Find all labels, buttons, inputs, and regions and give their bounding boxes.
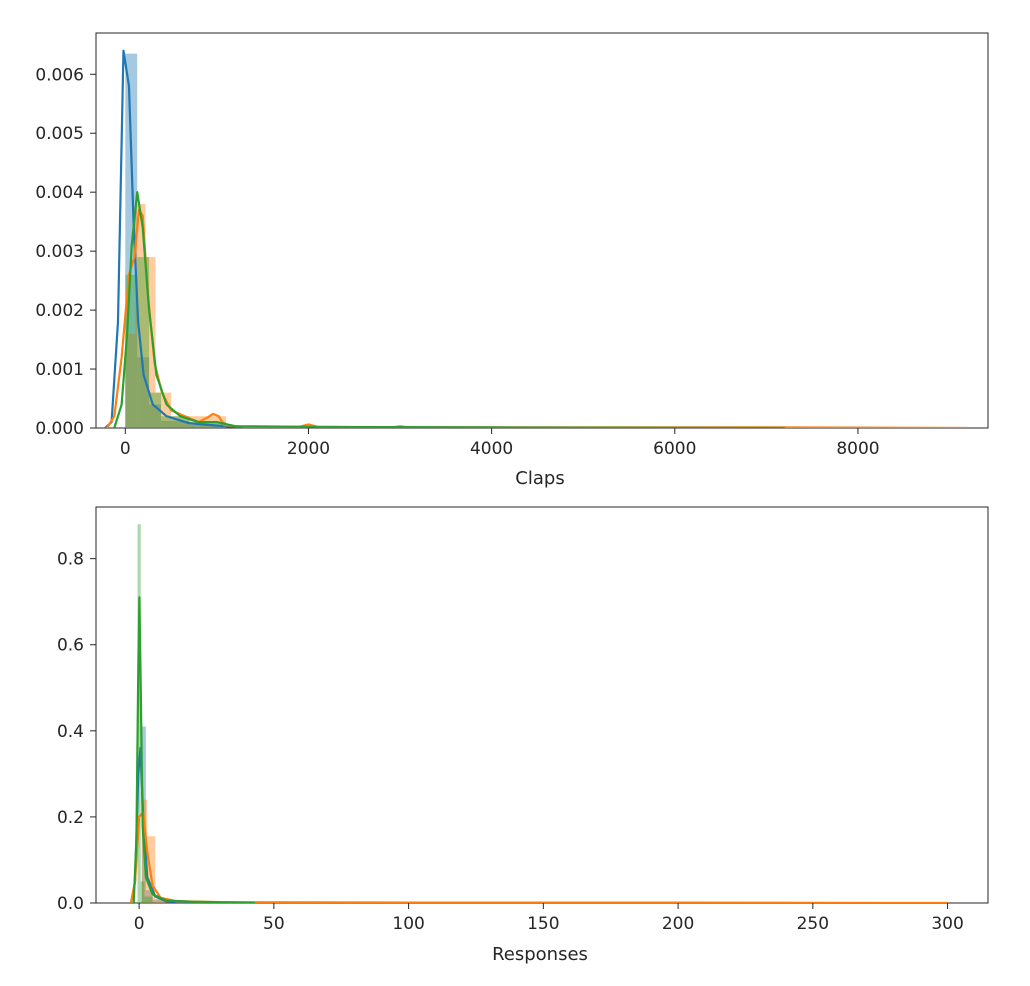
claps-series-0-hist-bar-2 xyxy=(149,404,162,428)
claps-series-1-hist-bar-0 xyxy=(125,333,136,428)
claps-plot-frame xyxy=(95,32,989,429)
claps-y-tick-label-1: 0.001 xyxy=(35,360,84,380)
claps-series-0-hist-bar-4 xyxy=(189,425,227,428)
responses-series-1-hist-bar-1 xyxy=(147,836,156,903)
responses-x-axis-label: Responses xyxy=(492,944,588,965)
claps-x-tick-label-1: 2000 xyxy=(287,439,330,459)
claps-plot-area xyxy=(104,49,968,428)
claps-series-1-hist-bar-1 xyxy=(135,203,146,428)
responses-series-0-hist-bar-2 xyxy=(152,899,167,903)
claps-series-1-hist-bar-2 xyxy=(145,257,156,428)
responses-x-tick-label-3: 150 xyxy=(527,914,559,934)
claps-y-tick-label-4: 0.004 xyxy=(35,183,84,203)
responses-x-tick-label-1: 50 xyxy=(263,914,285,934)
claps-x-tick-label-2: 4000 xyxy=(470,439,513,459)
claps-series-2-hist-bar-3 xyxy=(161,416,190,428)
responses-series-2-hist-bar-1 xyxy=(140,881,145,903)
responses-y-tick-label-0: 0.0 xyxy=(57,894,84,914)
responses-series-2-kde-line xyxy=(132,596,256,903)
responses-x-tick-label-2: 100 xyxy=(392,914,424,934)
responses-x-tick-label-0: 0 xyxy=(134,914,145,934)
claps-axis-ticks: 0 2000 4000 6000 8000 0.000 0.001 0.002 0.003 0.0… xyxy=(35,65,879,459)
responses-series-2-hist-bar-2 xyxy=(144,896,153,903)
claps-subplot: 0 2000 4000 6000 8000 0.000 0.001 0.002 0.003 0.0… xyxy=(35,32,989,489)
responses-y-tick-label-3: 0.6 xyxy=(57,636,84,656)
claps-series-0-hist-bar-1 xyxy=(137,357,150,428)
responses-series-2-hist-bar-0 xyxy=(137,524,141,903)
responses-y-tick-label-4: 0.8 xyxy=(57,550,84,570)
claps-series-2-hist-bar-1 xyxy=(137,257,150,428)
responses-x-tick-label-6: 300 xyxy=(931,914,963,934)
claps-x-tick-label-0: 0 xyxy=(120,439,131,459)
claps-series-2-kde-line xyxy=(113,191,785,428)
claps-x-axis-label: Claps xyxy=(515,468,564,489)
claps-series-2-hist-bar-2 xyxy=(149,392,162,428)
responses-x-tick-label-4: 200 xyxy=(662,914,694,934)
responses-x-tick-label-5: 250 xyxy=(797,914,829,934)
claps-series-2-hist-bar-0 xyxy=(125,274,138,428)
claps-y-tick-label-3: 0.003 xyxy=(35,242,84,262)
responses-axis-ticks: 0 50 100 150 200 250 300 0.0 0.2 0.4 0.6 0.8 xyxy=(57,550,964,934)
responses-y-tick-label-1: 0.2 xyxy=(57,808,84,828)
responses-plot-area xyxy=(129,524,948,903)
claps-y-tick-label-0: 0.000 xyxy=(35,419,84,439)
claps-y-tick-label-6: 0.006 xyxy=(35,65,84,85)
claps-y-tick-label-5: 0.005 xyxy=(35,124,84,144)
responses-y-tick-label-2: 0.4 xyxy=(57,722,84,742)
claps-x-tick-label-3: 6000 xyxy=(653,439,696,459)
claps-series-0-hist-bar-3 xyxy=(161,420,190,428)
claps-y-tick-label-2: 0.002 xyxy=(35,301,84,321)
responses-series-0-hist-bar-1 xyxy=(145,890,153,903)
responses-plot-frame xyxy=(95,506,989,904)
responses-series-1-kde-line xyxy=(129,811,948,903)
claps-series-0-kde-line xyxy=(104,49,309,428)
claps-x-tick-label-4: 8000 xyxy=(836,439,879,459)
responses-subplot: 0 50 100 150 200 250 300 0.0 0.2 0.4 0.6 0.8 Respon… xyxy=(57,506,989,965)
